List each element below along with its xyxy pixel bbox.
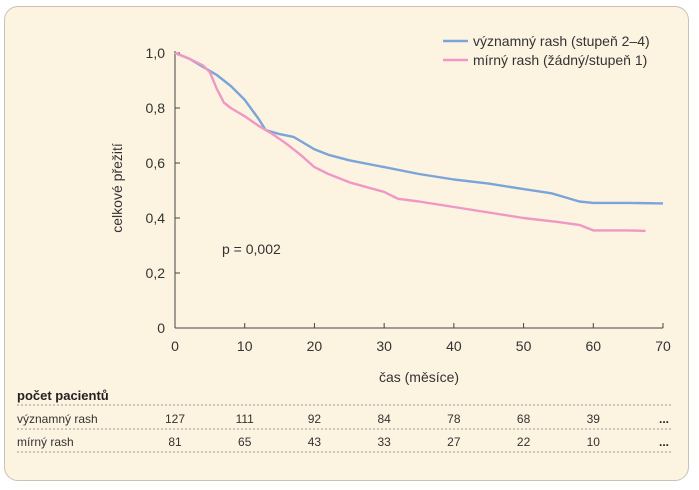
risk-row-label: významný rash — [17, 412, 98, 426]
chart-card — [4, 6, 689, 481]
risk-cell: 33 — [377, 435, 391, 449]
series-line-2 — [174, 51, 646, 233]
risk-table-title: počet pacientů — [17, 388, 109, 403]
risk-cell: 10 — [587, 435, 601, 449]
y-tick-label: 0,6 — [146, 155, 166, 171]
risk-cell: 22 — [517, 435, 531, 449]
chart-legend: významný rash (stupeň 2–4) mírný rash (žá… — [443, 33, 650, 68]
risk-cell: 111 — [236, 412, 255, 426]
x-tick-label: 0 — [171, 338, 179, 354]
x-axis-label: čas (měsíce) — [379, 369, 459, 385]
risk-row-ellipsis: ... — [659, 412, 669, 426]
y-tick-label: 0,2 — [146, 265, 166, 281]
risk-cell: 78 — [447, 412, 461, 426]
y-tick-label: 1,0 — [146, 45, 166, 61]
risk-row-label: mírný rash — [17, 435, 74, 449]
chart-axes — [174, 51, 663, 329]
y-tick-label: 0 — [157, 320, 165, 336]
p-value-annotation: p = 0,002 — [222, 241, 281, 257]
x-tick-label: 70 — [655, 338, 671, 354]
chart-ticks: 0 0,2 0,4 0,6 0,8 1,0 0 10 20 30 40 50 60 70 — [146, 45, 671, 354]
x-tick-label: 30 — [376, 338, 392, 354]
risk-cell: 27 — [447, 435, 461, 449]
legend-entry: významný rash (stupeň 2–4) — [473, 33, 650, 49]
x-tick-label: 60 — [585, 338, 601, 354]
risk-cell: 43 — [308, 435, 322, 449]
risk-cell: 81 — [168, 435, 182, 449]
x-tick-label: 50 — [516, 338, 532, 354]
risk-cell: 92 — [308, 412, 322, 426]
chart-series-lines — [174, 51, 664, 233]
risk-row-ellipsis: ... — [659, 435, 669, 449]
y-tick-label: 0,8 — [146, 100, 166, 116]
x-tick-label: 40 — [446, 338, 462, 354]
legend-entry: mírný rash (žádný/stupeň 1) — [473, 52, 647, 68]
x-tick-label: 20 — [307, 338, 323, 354]
series-line-1 — [174, 51, 664, 205]
y-axis-label: celkové přežití — [109, 143, 125, 233]
risk-table: počet pacientů významný rash 127 111 92 84 78 6… — [17, 388, 672, 453]
risk-cell: 127 — [165, 412, 185, 426]
risk-cell: 39 — [587, 412, 601, 426]
x-tick-label: 10 — [237, 338, 253, 354]
risk-cell: 65 — [238, 435, 252, 449]
risk-cell: 84 — [377, 412, 391, 426]
risk-cell: 68 — [517, 412, 531, 426]
y-tick-label: 0,4 — [146, 210, 166, 226]
